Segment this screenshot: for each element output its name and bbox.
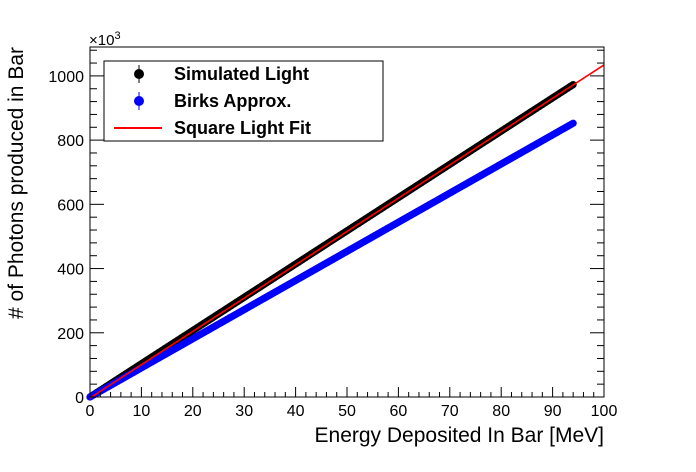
y-axis-multiplier: ×103 bbox=[89, 30, 121, 49]
x-tick-label: 100 bbox=[591, 403, 618, 420]
x-tick-label: 30 bbox=[235, 403, 253, 420]
x-axis-title: Energy Deposited In Bar [MeV] bbox=[315, 424, 604, 447]
y-tick-label: 600 bbox=[57, 197, 84, 214]
x-tick-label: 90 bbox=[544, 403, 562, 420]
legend-label-simulated-light: Simulated Light bbox=[174, 64, 309, 84]
x-tick-label: 80 bbox=[492, 403, 510, 420]
x-tick-label: 0 bbox=[86, 403, 95, 420]
ticks-layer bbox=[89, 49, 605, 398]
x-tick-label: 50 bbox=[338, 403, 356, 420]
x-tick-label: 10 bbox=[133, 403, 151, 420]
y-axis-multiplier-base: ×10 bbox=[89, 32, 114, 49]
y-tick-label: 0 bbox=[75, 390, 84, 407]
x-tick-label: 40 bbox=[287, 403, 305, 420]
legend-marker-birks-approx bbox=[134, 96, 144, 106]
legend-entry-birks-approx: Birks Approx. bbox=[134, 91, 291, 111]
x-tick-label: 70 bbox=[441, 403, 459, 420]
data-point-birks-approx bbox=[569, 119, 577, 127]
y-tick-label: 200 bbox=[57, 326, 84, 343]
legend: Simulated Light Birks Approx. Square Lig… bbox=[103, 60, 384, 142]
x-tick-label: 20 bbox=[184, 403, 202, 420]
series-layer bbox=[86, 64, 605, 401]
fit-line-square-light-fit bbox=[89, 64, 605, 399]
series-birks-approx bbox=[86, 119, 577, 401]
legend-entry-square-light-fit: Square Light Fit bbox=[114, 118, 311, 138]
x-tick-label: 60 bbox=[390, 403, 408, 420]
y-tick-label: 400 bbox=[57, 262, 84, 279]
y-axis-title: # of Photons produced in Bar bbox=[5, 47, 28, 319]
y-tick-label: 1000 bbox=[48, 69, 84, 86]
y-axis-multiplier-exponent: 3 bbox=[114, 30, 120, 42]
legend-label-square-light-fit: Square Light Fit bbox=[174, 118, 311, 138]
y-tick-label: 800 bbox=[57, 133, 84, 150]
legend-marker-simulated-light bbox=[134, 69, 144, 79]
legend-entry-simulated-light: Simulated Light bbox=[134, 64, 309, 84]
legend-label-birks-approx: Birks Approx. bbox=[174, 91, 291, 111]
